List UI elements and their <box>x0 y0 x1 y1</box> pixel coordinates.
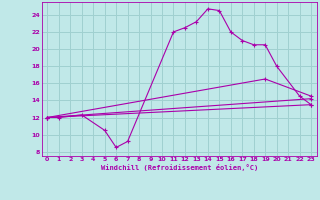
X-axis label: Windchill (Refroidissement éolien,°C): Windchill (Refroidissement éolien,°C) <box>100 164 258 171</box>
